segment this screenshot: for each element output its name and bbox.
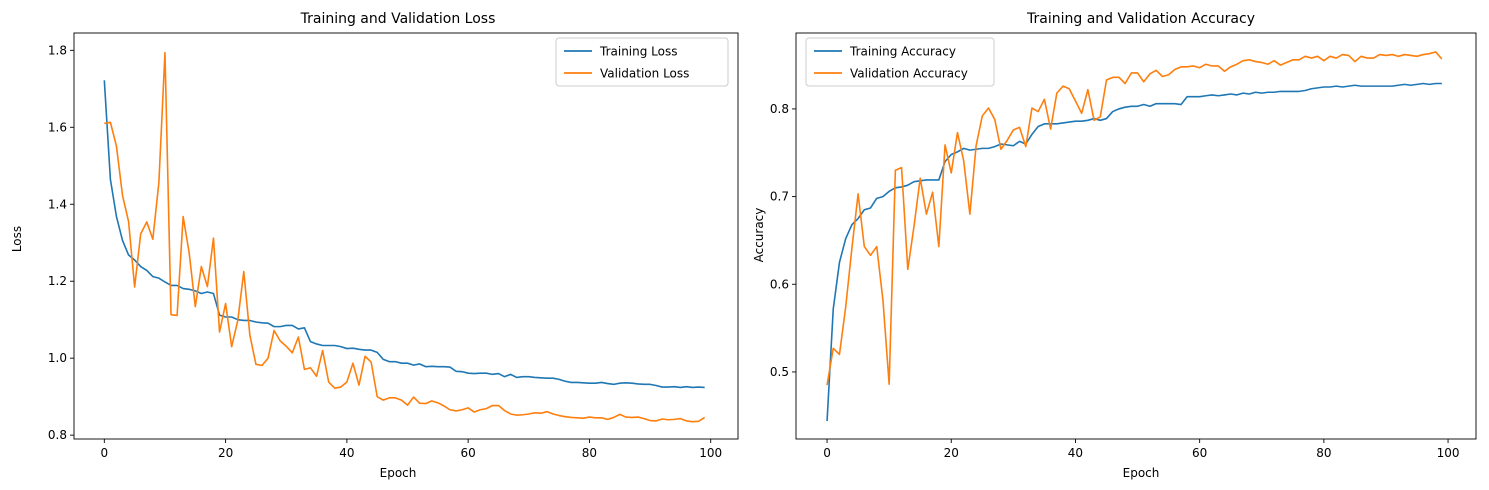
accuracy-y-axis-label: Accuracy (752, 208, 766, 263)
loss-y-tick-label: 1.8 (48, 43, 67, 57)
loss-series-line-1 (104, 51, 706, 423)
loss-legend-label-0: Training Loss (599, 45, 677, 59)
accuracy-y-tick-label: 0.5 (770, 365, 789, 379)
accuracy-plot-area: 0 20 40 60 80 100 0.5 0.6 0.7 0.8 Training Accurac… (770, 32, 1477, 460)
loss-y-tick-label: 1.6 (48, 120, 67, 134)
accuracy-x-axis-label: Epoch (1123, 466, 1160, 480)
accuracy-y-tick-label: 0.8 (770, 102, 789, 116)
accuracy-legend: Training Accuracy Validation Accuracy (805, 37, 995, 87)
accuracy-x-tick-label: 20 (944, 446, 959, 460)
loss-chart: Training and Validation Loss Epoch Loss … (10, 11, 739, 480)
accuracy-x-tick-label: 0 (823, 446, 831, 460)
loss-legend: Training Loss Validation Loss (555, 37, 729, 87)
accuracy-legend-label-0: Training Accuracy (849, 45, 956, 59)
accuracy-legend-label-1: Validation Accuracy (850, 67, 968, 81)
loss-x-tick-label: 100 (699, 446, 722, 460)
accuracy-legend-box (805, 37, 995, 87)
accuracy-axes-frame (795, 32, 1477, 440)
accuracy-x-tick-label: 40 (1068, 446, 1083, 460)
loss-x-tick-label: 40 (339, 446, 354, 460)
accuracy-y-tick-label: 0.7 (770, 190, 789, 204)
loss-y-tick-label: 1.2 (48, 274, 67, 288)
loss-plot-area: 0 20 40 60 80 100 0.8 1.0 1.2 1.4 1.6 1.8 Training L… (48, 32, 739, 460)
loss-x-tick-label: 0 (100, 446, 108, 460)
loss-x-tick-label: 60 (461, 446, 476, 460)
loss-series-line-0 (103, 80, 705, 389)
accuracy-x-tick-label: 100 (1437, 446, 1460, 460)
loss-y-tick-label: 1.0 (48, 351, 67, 365)
accuracy-y-tick-label: 0.6 (770, 277, 789, 291)
loss-y-axis-label: Loss (10, 226, 24, 252)
loss-x-tick-label: 20 (218, 446, 233, 460)
loss-legend-label-1: Validation Loss (600, 67, 689, 81)
accuracy-series-line-1 (826, 51, 1443, 386)
loss-y-tick-label: 1.4 (48, 197, 67, 211)
accuracy-chart-title: Training and Validation Accuracy (1026, 11, 1255, 27)
accuracy-series-line-0 (826, 82, 1442, 422)
accuracy-chart: Training and Validation Accuracy Epoch A… (752, 11, 1477, 480)
accuracy-x-tick-label: 60 (1192, 446, 1207, 460)
loss-legend-box (555, 37, 729, 87)
loss-x-axis-label: Epoch (380, 466, 417, 480)
accuracy-x-tick-label: 80 (1316, 446, 1331, 460)
loss-axes-frame (73, 32, 739, 440)
loss-chart-title: Training and Validation Loss (300, 11, 496, 27)
loss-x-tick-label: 80 (582, 446, 597, 460)
loss-y-tick-label: 0.8 (48, 428, 67, 442)
